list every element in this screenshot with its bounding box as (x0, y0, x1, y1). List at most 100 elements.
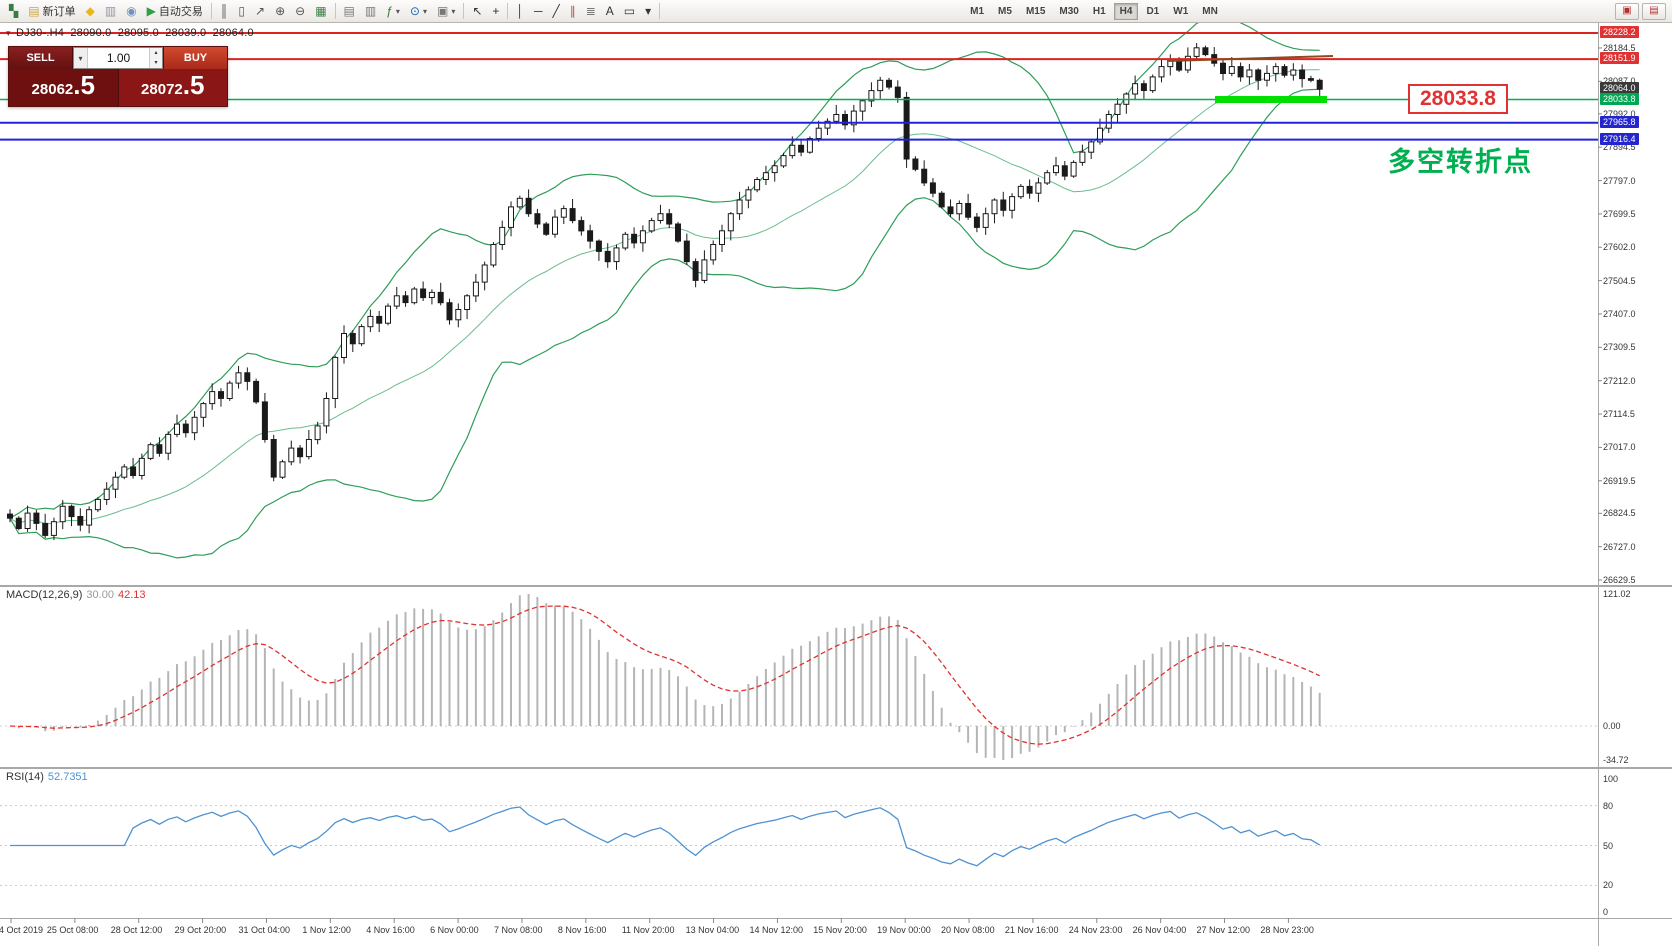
axis-label: 121.02 (1603, 589, 1631, 599)
macd-value-2: 42.13 (117, 589, 146, 601)
candlestick-type-button[interactable]: ▯ (233, 2, 250, 21)
timeframe-mn-button[interactable]: MN (1196, 3, 1224, 20)
zoom-in-button[interactable]: ⊕ (270, 2, 290, 21)
cursor-tool-button[interactable]: ↖ (467, 2, 487, 21)
line-chart-type-button[interactable]: ↗ (250, 2, 270, 21)
timeframe-d1-button[interactable]: D1 (1140, 3, 1165, 20)
timeframe-h4-button[interactable]: H4 (1113, 2, 1139, 20)
timeframe-h1-button[interactable]: H1 (1087, 3, 1112, 20)
time-axis-label: 13 Nov 04:00 (685, 925, 740, 935)
terminal-button[interactable]: ▚ (4, 2, 23, 21)
sell-button[interactable]: SELL (9, 47, 73, 69)
text-tool-button[interactable]: A (601, 2, 619, 21)
templates-icon: ▣ (437, 4, 449, 18)
price-alert-label[interactable]: 28033.8 (1408, 84, 1508, 114)
vertical-line-tool-button[interactable]: │ (511, 2, 529, 21)
support-highlight-bar (1215, 96, 1327, 104)
data-window-button[interactable]: ◉ (121, 2, 141, 21)
channel-tool-button[interactable]: ∥ (565, 2, 581, 21)
label-tool-button[interactable]: ▭ (619, 2, 640, 21)
price-axis-badge: 27916.4 (1600, 132, 1639, 145)
ohlc-low: 28039.0 (165, 27, 207, 39)
auto-scroll-icon: ▤ (343, 4, 355, 18)
chart-mini-button-1[interactable]: ▣ (1615, 2, 1639, 20)
buy-price[interactable]: 28072.5 (118, 69, 227, 106)
axis-label: 28087.0 (1603, 75, 1636, 87)
toolbar-separator (334, 3, 336, 19)
axis-label: 28184.5 (1603, 42, 1636, 53)
price-axis-badge: 27965.8 (1600, 115, 1639, 128)
indicators-button[interactable]: ƒ ▾ (381, 2, 405, 21)
time-axis-label: 15 Nov 20:00 (813, 925, 867, 935)
toolbar-separator (210, 3, 212, 19)
fibonacci-tool-icon: ≣ (585, 4, 596, 18)
axis-label: 0 (1603, 907, 1609, 917)
time-axis-label: 24 Oct 2019 (0, 925, 44, 935)
chart-symbol-header: ▾ DJ30-.H4 28090.0 28095.0 28039.0 28064… (6, 27, 257, 39)
trendline-tool-icon: ╱ (552, 4, 560, 18)
crosshair-tool-icon: + (492, 4, 500, 18)
ohlc-close: 28064.0 (212, 27, 254, 39)
zoom-out-button[interactable]: ⊖ (290, 2, 310, 21)
time-axis-label: 4 Nov 16:00 (366, 925, 415, 935)
bar-chart-type-icon: ║ (219, 4, 229, 18)
time-axis-label: 14 Nov 12:00 (749, 925, 803, 935)
rsi-line (10, 806, 1321, 867)
chart-shift-button[interactable]: ▥ (360, 2, 381, 21)
bar-chart-type-button[interactable]: ║ (215, 2, 234, 21)
auto-scroll-button[interactable]: ▤ (339, 2, 360, 21)
tile-windows-button[interactable]: ▦ (310, 2, 331, 21)
time-axis-label: 6 Nov 00:00 (430, 925, 479, 935)
trendline-object[interactable] (1166, 55, 1334, 62)
volume-dropdown-icon[interactable]: ▾ (74, 48, 88, 68)
periods-button[interactable]: ⊙ ▾ (405, 2, 432, 21)
chart-marker-icon: ▾ (6, 28, 11, 38)
turning-point-annotation[interactable]: 多空转折点 (1388, 147, 1533, 177)
templates-button[interactable]: ▣ ▾ (432, 2, 460, 21)
time-axis-label: 21 Nov 16:00 (1004, 925, 1059, 935)
auto-trading-button-label: 自动交易 (158, 6, 203, 18)
spinner-up-icon[interactable]: ▴ (150, 48, 162, 58)
volume-spinner[interactable]: ▴ ▾ (149, 48, 162, 68)
spinner-down-icon[interactable]: ▾ (150, 58, 162, 68)
macd-value-1: 30.00 (86, 589, 114, 601)
buy-button[interactable]: BUY (163, 47, 227, 69)
volume-input[interactable] (88, 48, 149, 68)
auto-trading-button[interactable]: ▶ 自动交易 (142, 2, 208, 21)
timeframe-m15-button[interactable]: M15 (1020, 3, 1051, 20)
axis-label: 80 (1603, 800, 1614, 811)
mql-community-button[interactable]: ◆ (81, 2, 100, 21)
horizontal-line-tool-icon: ─ (533, 4, 543, 18)
ohlc-open: 28090.0 (70, 27, 112, 39)
time-axis-label: 27 Nov 12:00 (1196, 925, 1251, 935)
timeframe-m30-button[interactable]: M30 (1053, 3, 1084, 20)
chart-profile-button[interactable]: ▥ (100, 2, 121, 21)
label-tool-icon: ▭ (623, 4, 636, 18)
price-axis[interactable]: 28184.5 28087.0 27992.0 27894.5 27797.0 27699… (1599, 0, 1672, 946)
timeframe-w1-button[interactable]: W1 (1167, 3, 1194, 20)
text-tool-icon: A (605, 4, 614, 18)
terminal-icon: ▚ (9, 4, 19, 18)
timeframe-m1-button[interactable]: M1 (964, 3, 990, 20)
time-axis-label: 24 Nov 23:00 (1068, 925, 1123, 935)
macd-panel-title: MACD(12,26,9) 30.00 42.13 (6, 589, 145, 601)
new-order-icon: ▤ (28, 4, 40, 18)
axis-label: 26727.0 (1603, 541, 1636, 552)
new-order-button[interactable]: ▤ 新订单 (23, 2, 80, 21)
toolbar-right-group: ▣ ▤ (1612, 2, 1668, 20)
axis-label: 27992.0 (1603, 108, 1636, 119)
price-axis-badge: 28228.2 (1600, 26, 1639, 38)
periods-caret-icon: ▾ (422, 6, 427, 16)
horizontal-level-lines[interactable] (0, 32, 1598, 141)
crosshair-tool-button[interactable]: + (487, 2, 504, 21)
fibonacci-tool-button[interactable]: ≣ (581, 2, 601, 21)
sell-price[interactable]: 28062.5 (9, 69, 119, 106)
trendline-tool-button[interactable]: ╱ (547, 2, 564, 21)
chart-mini-button-2[interactable]: ▤ (1642, 2, 1666, 20)
shapes-dropdown-button[interactable]: ▾ (640, 2, 656, 21)
horizontal-line-tool-button[interactable]: ─ (529, 2, 548, 21)
time-axis-label: 25 Oct 08:00 (46, 925, 99, 935)
timeframe-m5-button[interactable]: M5 (992, 3, 1018, 20)
